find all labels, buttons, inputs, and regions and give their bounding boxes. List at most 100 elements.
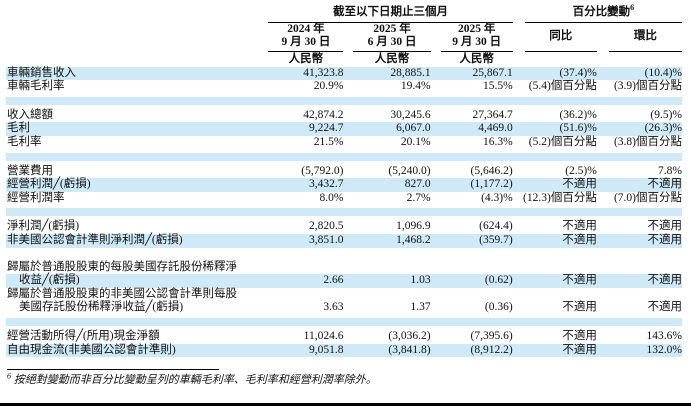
table-row: 經營利潤率 8.0% 2.7% (4.3)% (12.3)個百分點 (7.0)個百分點 (6, 192, 682, 206)
header-currency-row: 人民幣 人民幣 人民幣 (6, 52, 682, 67)
yoy-col-cell: 同比 (513, 23, 597, 52)
cell-value: (1,177.2) (470, 178, 513, 191)
currency-label: 人民幣 (374, 52, 410, 65)
spacer-cell (6, 149, 682, 165)
table-row: 自由現金流(非美國公認會計準則) 9,051.8 (3,841.8) (8,912.2… (6, 343, 682, 358)
cell-value: (5,646.2) (470, 164, 513, 177)
cell-value: 2.66 (323, 274, 344, 287)
cell-value: 不適用 (647, 178, 683, 191)
date-col-2: 2025 年 6 月 30 日 (353, 22, 431, 52)
cell-value: 不適用 (562, 274, 597, 287)
cell-value: 不適用 (562, 329, 597, 342)
spacer-row (6, 247, 682, 261)
yoy-header: 同比 (524, 23, 597, 52)
cell-value: 不適用 (647, 220, 683, 233)
period-group-label: 截至以下日期止三個月 (333, 6, 449, 18)
header-empty-cell (513, 52, 597, 67)
table-row: 車輛毛利率 20.9% 19.4% 15.5% (5.4)個百分點 (3.9)個百分點 (6, 80, 682, 94)
footnote-text: 按絕對變動而非百分比變動呈列的車輛毛利率、毛利率和經營利潤率除外。 (13, 374, 377, 387)
cell-value: 不適用 (562, 233, 597, 246)
row-label: 營業費用 (7, 164, 53, 177)
spacer-cell (6, 205, 682, 221)
date-year: 2025 年 (373, 22, 411, 35)
qoq-col-cell: 環比 (597, 23, 682, 52)
cell-value: 4,469.0 (478, 122, 513, 135)
table-row: 營業費用 (5,792.0) (5,240.0) (5,646.2) (2.5)% 7.8… (6, 165, 682, 179)
cell-value: (5.2)個百分點 (528, 135, 597, 148)
cell-value: (359.7) (479, 233, 513, 246)
header-empty-cell (597, 52, 682, 67)
cell-value: 1,468.2 (396, 233, 431, 246)
percent-group-header-cell: 百分比變動6 (513, 4, 682, 23)
cell-value: 2.7% (406, 191, 431, 204)
row-label: 毛利 (7, 122, 30, 135)
date-day: 6 月 30 日 (367, 36, 417, 49)
cell-value: (51.6)% (559, 122, 597, 135)
cell-value: (36.2)% (559, 108, 597, 121)
cell-value: (3,036.2) (388, 329, 431, 342)
spacer-row (6, 93, 682, 109)
cell-value: 6,067.0 (396, 122, 431, 135)
date-day: 9 月 30 日 (281, 36, 331, 49)
table-row: 美國存託股份稀釋淨收益╱(虧損) 3.63 1.37 (0.36) 不適用 不適用 (6, 301, 682, 315)
cell-value: 28,885.1 (390, 66, 431, 79)
cell-value: (7,395.6) (470, 329, 513, 342)
table-row: 毛利 9,224.7 6,067.0 4,469.0 (51.6)% (26.3)% (6, 122, 682, 136)
cell-value: 41,323.8 (303, 66, 344, 79)
cell-value: 不適用 (647, 301, 683, 314)
spacer-cell (6, 93, 682, 109)
row-label: 經營利潤╱(虧損) (7, 178, 91, 191)
row-label: 非美國公認會計準則淨利潤╱(虧損) (7, 233, 183, 246)
cell-value: 不適用 (562, 343, 597, 356)
row-label: 歸屬於普通股股東的非美國公認會計準則每股 (7, 287, 237, 300)
row-label: 淨利潤╱(虧損) (7, 220, 80, 233)
cell-value: (0.62) (484, 274, 513, 287)
table-row: 非美國公認會計準則淨利潤╱(虧損) 3,851.0 1,468.2 (359.7) 不適… (6, 233, 682, 248)
cell-value: 25,867.1 (472, 66, 513, 79)
row-label: 自由現金流(非美國公認會計準則) (7, 343, 176, 356)
table-row: 毛利率 21.5% 20.1% 16.3% (5.2)個百分點 (3.8)個百分點 (6, 136, 682, 150)
spacer-row (6, 205, 682, 221)
row-label: 收入總額 (7, 108, 53, 121)
cell-value: (37.4)% (559, 66, 597, 79)
date-year: 2024 年 (287, 22, 325, 35)
footnote-divider (7, 369, 219, 371)
cell-value: 27,364.7 (472, 108, 513, 121)
table-row: 車輛銷售收入 41,323.8 28,885.1 25,867.1 (37.4)% (10… (6, 66, 682, 81)
date-col-1: 2024 年 9 月 30 日 (268, 22, 344, 52)
cell-value: (7.0)個百分點 (613, 191, 682, 204)
spacer-row (6, 149, 682, 165)
row-label: 經營活動所得╱(所用)現金淨額 (7, 329, 160, 342)
cell-value: 15.5% (483, 80, 513, 93)
spacer-row (6, 314, 682, 330)
cell-value: 143.6% (646, 329, 682, 342)
cell-value: (8,912.2) (470, 343, 513, 356)
percent-group-label: 百分比變動 (572, 6, 631, 18)
cell-value: (0.36) (484, 301, 513, 314)
row-label: 經營利潤率 (7, 191, 65, 204)
financials-table: 截至以下日期止三個月 百分比變動6 2024 年 9 月 30 日 (6, 4, 683, 358)
cell-value: 3,851.0 (308, 233, 344, 246)
cell-value: 9,224.7 (308, 122, 344, 135)
cell-value: (3.8)個百分點 (613, 135, 682, 148)
cell-value: (5,240.0) (388, 164, 431, 177)
currency-cell-3: 人民幣 (431, 52, 513, 67)
cell-value: 不適用 (562, 220, 597, 233)
row-label: 車輛毛利率 (7, 80, 65, 93)
row-label: 美國存託股份稀釋淨收益╱(虧損) (19, 301, 184, 314)
currency-cell-2: 人民幣 (343, 52, 430, 67)
cell-value: (2.5)% (565, 164, 597, 177)
cell-value: 827.0 (404, 178, 431, 191)
table-row: 收入總額 42,874.2 30,245.6 27,364.7 (36.2)% (9.5)… (6, 109, 682, 123)
spacer-cell (6, 247, 682, 261)
footnote-ref: 6 (7, 371, 11, 381)
table-row: 淨利潤╱(虧損) 2,820.5 1,096.9 (624.4) 不適用 不適用 (6, 220, 682, 234)
cell-value: 132.0% (646, 343, 682, 356)
table-row: 收益╱(虧損) 2.66 1.03 (0.62) 不適用 不適用 (6, 274, 682, 288)
cell-value: 11,024.6 (303, 329, 344, 342)
cell-value: 9,051.8 (308, 343, 344, 356)
header-empty-cell (6, 52, 258, 67)
cell-value: (5,792.0) (301, 164, 344, 177)
date-col-2-cell: 2025 年 6 月 30 日 (343, 22, 431, 52)
footnote: 6 按絕對變動而非百分比變動呈列的車輛毛利率、毛利率和經營利潤率除外。 (7, 371, 683, 387)
